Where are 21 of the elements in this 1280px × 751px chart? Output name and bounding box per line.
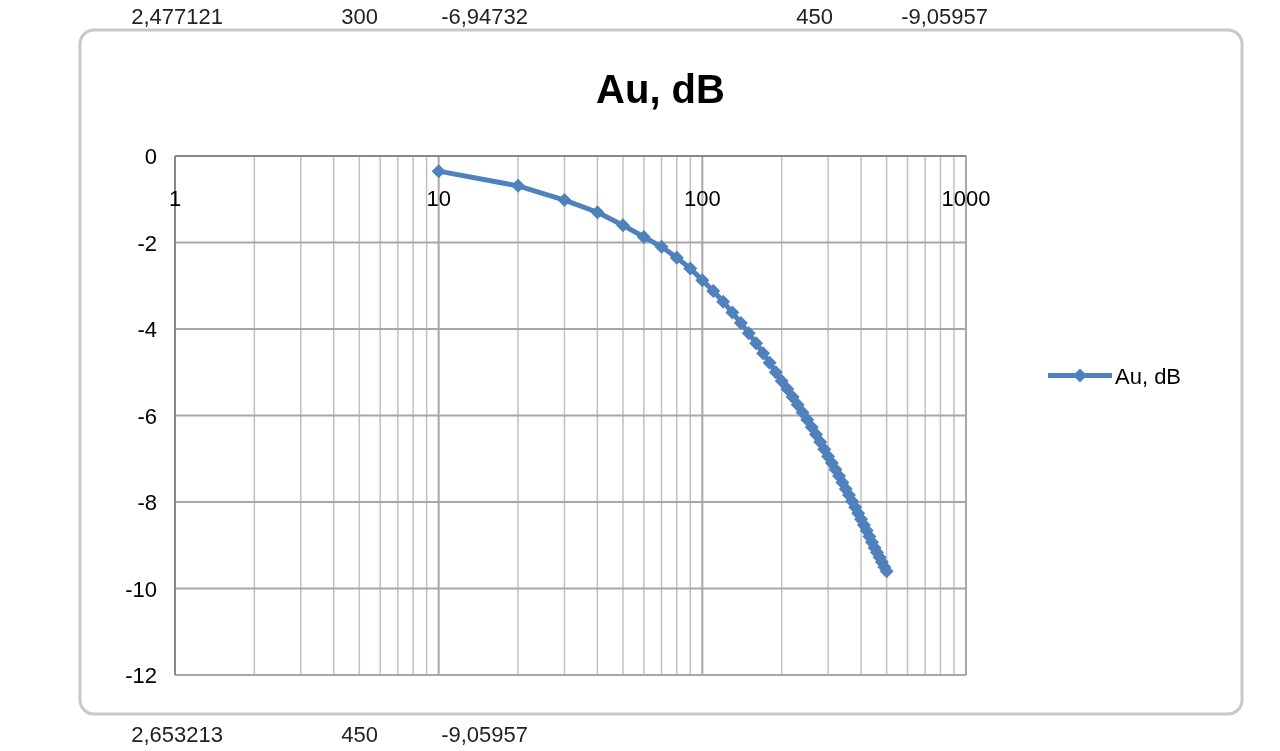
y-tick-label: -10 (125, 576, 157, 602)
x-tick-label: 100 (683, 186, 721, 211)
text: 2,653213 (131, 722, 223, 747)
chart-title: Au, dB (596, 67, 725, 111)
text: 450 (341, 722, 378, 747)
text: 450 (796, 4, 833, 29)
text: -9,05957 (441, 722, 528, 747)
text: 300 (341, 4, 378, 29)
y-tick-label: -2 (137, 230, 157, 256)
legend-label: Au, dB (1115, 363, 1182, 389)
text: 2,477121 (131, 4, 223, 29)
y-tick-label: -6 (137, 403, 157, 429)
y-tick-label: -8 (137, 490, 157, 515)
text: -9,05957 (901, 4, 988, 29)
text: -6,94732 (441, 4, 528, 29)
x-tick-label: 10 (426, 186, 451, 211)
y-tick-label: -12 (125, 663, 157, 688)
x-tick-label: 1 (168, 186, 182, 211)
x-tick-label: 1000 (941, 186, 991, 211)
y-tick-label: -4 (137, 317, 157, 342)
y-tick-label: 0 (144, 144, 157, 169)
